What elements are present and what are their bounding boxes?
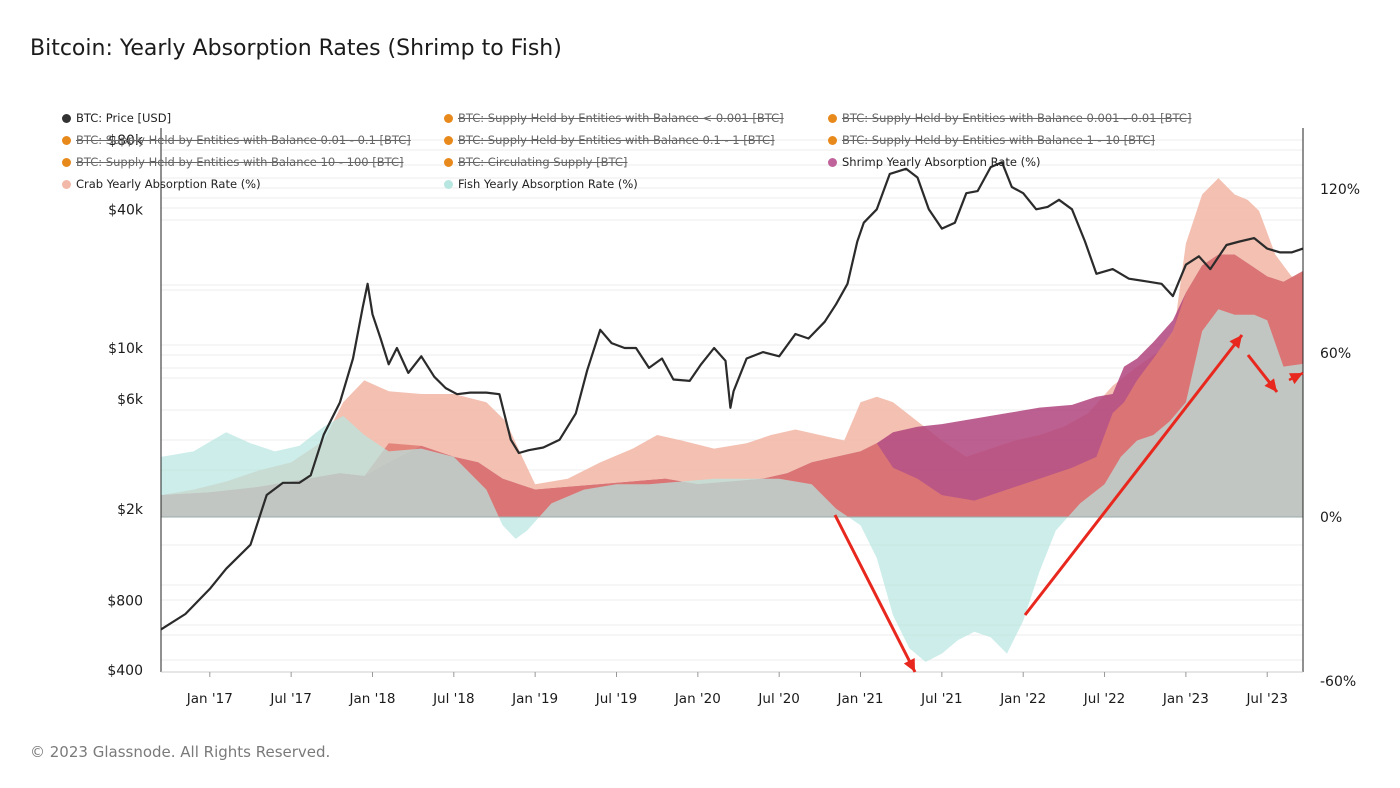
legend-label: BTC: Supply Held by Entities with Balanc… [76, 133, 411, 147]
y-left-tick-label: $80k [108, 133, 144, 149]
legend-dot-icon [444, 157, 453, 167]
legend-dot-icon [62, 157, 71, 167]
legend-dot-icon [62, 113, 71, 123]
annotation-arrows [833, 334, 1304, 673]
legend-label: BTC: Price [USD] [76, 111, 172, 125]
legend-dot-icon [444, 113, 453, 123]
fish-area [161, 309, 1303, 662]
legend-label: BTC: Supply Held by Entities with Balanc… [842, 133, 1155, 147]
y-left-tick-label: $400 [107, 663, 143, 679]
legend-dot-icon [62, 179, 71, 189]
legend-dot-icon [444, 179, 453, 189]
chart-title: Bitcoin: Yearly Absorption Rates (Shrimp… [30, 36, 562, 61]
price-series [160, 161, 1304, 631]
x-tick-label: Jul '19 [595, 691, 637, 707]
legend-label: BTC: Supply Held by Entities with Balanc… [458, 111, 784, 125]
x-tick-label: Jan '17 [186, 691, 233, 707]
x-tick-label: Jan '19 [511, 691, 558, 707]
y-right-tick-label: 120% [1320, 182, 1360, 198]
legend-dot-icon [62, 135, 71, 145]
x-tick-label: Jul '21 [920, 691, 962, 707]
area-series [161, 178, 1303, 662]
y-right-tick-label: 60% [1320, 346, 1351, 362]
x-tick-label: Jul '23 [1245, 691, 1287, 707]
legend-item[interactable]: Crab Yearly Absorption Rate (%) [62, 177, 261, 191]
y-left-tick-label: $40k [108, 202, 144, 218]
x-tick-label: Jan '22 [999, 691, 1046, 707]
y-left-tick-label: $6k [117, 392, 144, 408]
y-left-tick-label: $2k [117, 502, 144, 518]
x-tick-label: Jul '20 [757, 691, 799, 707]
x-tick-label: Jan '23 [1162, 691, 1209, 707]
x-tick-label: Jul '22 [1083, 691, 1125, 707]
legend-item[interactable]: BTC: Supply Held by Entities with Balanc… [62, 133, 411, 147]
legend-dot-icon [828, 135, 837, 145]
annotation-arrow-down-mid-2023-head [1264, 378, 1277, 392]
legend-label: Shrimp Yearly Absorption Rate (%) [842, 155, 1041, 169]
annotation-arrow-down-2021-head [903, 658, 915, 672]
annotation-arrow-up-2023 [1023, 334, 1244, 616]
shrimp-area [161, 254, 1303, 517]
x-tick-label: Jan '20 [674, 691, 721, 707]
legend-item[interactable]: BTC: Circulating Supply [BTC] [444, 155, 627, 169]
legend-label: BTC: Supply Held by Entities with Balanc… [76, 155, 404, 169]
price-line [160, 161, 1304, 631]
copyright-footer: © 2023 Glassnode. All Rights Reserved. [30, 743, 331, 761]
y-left-tick-label: $800 [107, 594, 143, 610]
axes: $400 $800 $2k $6k $10k $40k $80k -60% 0% 60% 120% J… [107, 128, 1360, 707]
x-tick-label: Jul '17 [269, 691, 311, 707]
x-tick-label: Jul '18 [432, 691, 474, 707]
legend-item[interactable]: Shrimp Yearly Absorption Rate (%) [828, 155, 1041, 169]
annotation-arrow-down-2021 [833, 514, 917, 673]
legend-item[interactable]: BTC: Supply Held by Entities with Balanc… [62, 155, 403, 169]
legend-label: BTC: Circulating Supply [BTC] [458, 155, 628, 169]
legend-item[interactable]: Fish Yearly Absorption Rate (%) [444, 177, 638, 191]
x-tick-label: Jan '18 [348, 691, 395, 707]
legend-item[interactable]: BTC: Supply Held by Entities with Balanc… [444, 111, 784, 125]
legend-label: Fish Yearly Absorption Rate (%) [458, 177, 638, 191]
crab-area [161, 178, 1303, 518]
legend-item[interactable]: BTC: Supply Held by Entities with Balanc… [444, 133, 775, 147]
x-tick-label: Jan '21 [837, 691, 884, 707]
y-right-tick-label: -60% [1320, 674, 1356, 690]
legend: BTC: Price [USD] BTC: Supply Held by Enti… [62, 111, 1282, 201]
y-right-tick-label: 0% [1320, 510, 1342, 526]
legend-item[interactable]: BTC: Price [USD] [62, 111, 171, 125]
legend-item[interactable]: BTC: Supply Held by Entities with Balanc… [828, 133, 1155, 147]
annotation-arrow-up-end-head [1289, 373, 1303, 385]
legend-label: BTC: Supply Held by Entities with Balanc… [842, 111, 1192, 125]
grid-lines [161, 139, 1303, 661]
legend-dot-icon [444, 135, 453, 145]
legend-item[interactable]: BTC: Supply Held by Entities with Balanc… [828, 111, 1191, 125]
legend-label: Crab Yearly Absorption Rate (%) [76, 177, 261, 191]
legend-dot-icon [828, 113, 837, 123]
y-left-tick-label: $10k [108, 341, 144, 357]
legend-label: BTC: Supply Held by Entities with Balanc… [458, 133, 775, 147]
legend-dot-icon [828, 157, 837, 167]
annotation-arrow-up-2023-head [1229, 335, 1242, 349]
